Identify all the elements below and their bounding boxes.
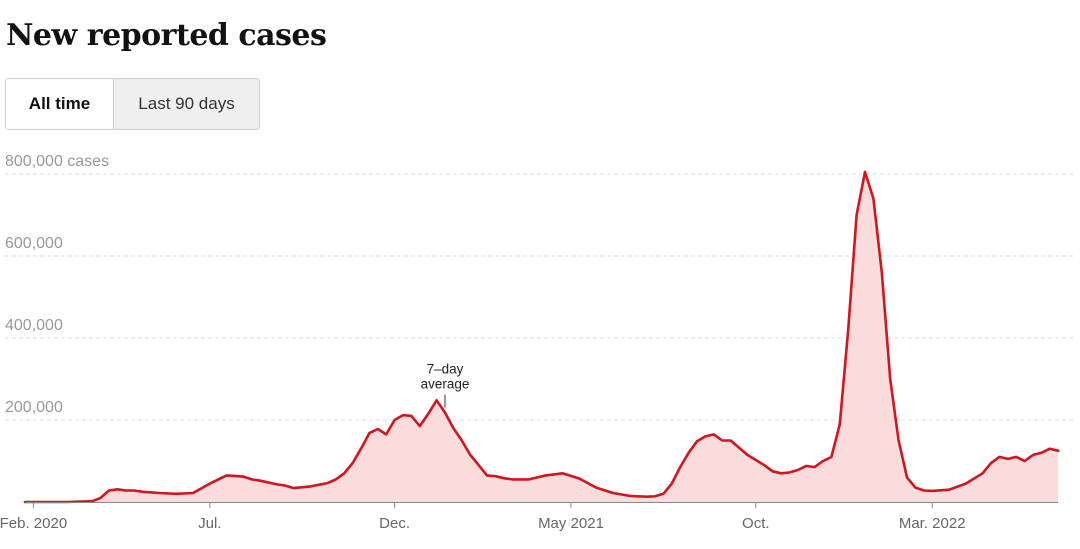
- x-tick-label-4: Oct.: [742, 515, 770, 532]
- cases-area: [25, 171, 1059, 502]
- x-tick-label-5: Mar. 2022: [899, 515, 966, 532]
- last-90-days-button[interactable]: Last 90 days: [113, 79, 259, 129]
- seven-day-average-annotation: 7–day average: [421, 362, 470, 408]
- y-tick-label-0: 200,000: [5, 399, 63, 416]
- y-tick-labels: 200,000 400,000 600,000 800,000 cases: [5, 153, 109, 416]
- y-tick-label-1: 400,000: [5, 317, 63, 334]
- x-tick-label-2: Dec.: [379, 515, 410, 532]
- cases-chart: 200,000 400,000 600,000 800,000 cases Feb. …: [0, 153, 1075, 532]
- annotation-line-1: 7–day: [427, 362, 464, 377]
- y-tick-label-3: 800,000 cases: [5, 153, 109, 170]
- y-gridlines: [5, 173, 1075, 421]
- x-tick-label-1: Jul.: [198, 515, 221, 532]
- x-tick-label-0: Feb. 2020: [0, 515, 67, 532]
- x-tick-label-3: May 2021: [538, 515, 604, 532]
- seven-day-average-line: [23, 170, 1060, 504]
- time-range-toggle: All time Last 90 days: [5, 78, 260, 130]
- annotation-line-2: average: [421, 377, 470, 392]
- y-tick-label-2: 600,000: [5, 235, 63, 252]
- page-title: New reported cases: [6, 18, 327, 53]
- x-axis-ticks: Feb. 2020 Jul. Dec. May 2021 Oct. Mar. 2022: [0, 502, 966, 532]
- all-time-button[interactable]: All time: [6, 79, 113, 129]
